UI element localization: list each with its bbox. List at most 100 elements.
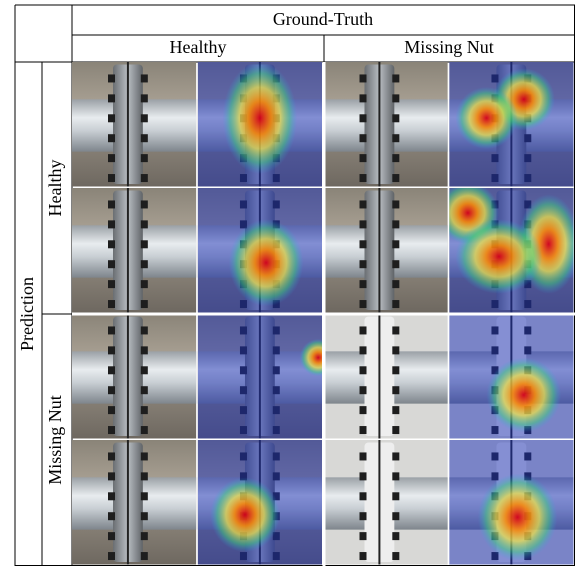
image [437,182,575,313]
nut [108,240,115,248]
heatmap-blob [229,219,304,306]
nut [141,220,148,228]
nut [141,366,148,374]
nut [141,492,148,500]
image-cell [324,188,448,313]
nut [108,114,115,122]
nut [108,366,115,374]
nut [108,280,115,288]
nut [360,472,367,480]
nut [392,326,399,334]
nut [141,114,148,122]
nut [108,426,115,434]
nut [108,552,115,560]
image-cell [198,314,337,439]
nut [141,174,148,182]
nut [392,552,399,560]
nut [141,300,148,308]
column-label: Healthy [170,37,227,57]
image [198,440,322,565]
nut [108,472,115,480]
nut [141,472,148,480]
nut [108,74,115,82]
nut [360,260,367,268]
nut [392,426,399,434]
nut [108,154,115,162]
nut [360,280,367,288]
nut [392,94,399,102]
nut [360,154,367,162]
nut [392,280,399,288]
nut [360,174,367,182]
side-title: Prediction [17,277,37,351]
nut [141,346,148,354]
nut [108,220,115,228]
nut [360,134,367,142]
nut [141,154,148,162]
heatmap-blob [478,474,558,561]
image-cell [72,62,196,187]
column-label: Missing Nut [404,37,494,57]
nut [141,326,148,334]
image-cell [198,440,322,565]
nut [360,240,367,248]
image-cell [449,440,573,565]
image-cell [437,182,575,313]
nut [360,94,367,102]
image [449,440,573,565]
image [198,188,322,313]
image-cell [449,314,573,439]
nut [141,200,148,208]
nut [141,94,148,102]
heatmap-blob [487,358,562,433]
image [72,314,196,439]
nut [141,452,148,460]
nut [392,532,399,540]
nut [392,174,399,182]
nut [108,174,115,182]
nut [360,452,367,460]
nut [360,532,367,540]
image-cell [72,314,196,439]
nut [392,134,399,142]
nut [392,200,399,208]
nut [392,260,399,268]
nut [108,532,115,540]
nut [141,260,148,268]
nut [108,512,115,520]
nut [360,426,367,434]
nut [108,300,115,308]
nut [360,552,367,560]
heatmap-blob [223,62,298,174]
image-cell [324,314,448,439]
image [324,62,448,187]
nut [141,280,148,288]
nut [360,492,367,500]
nut [108,492,115,500]
nut [141,134,148,142]
nut [141,426,148,434]
nut [392,74,399,82]
image [324,314,448,439]
nut [141,532,148,540]
nut [108,260,115,268]
image-cell [198,188,322,313]
row-label: Healthy [45,160,65,217]
nut [392,366,399,374]
nut [360,512,367,520]
nut [108,406,115,414]
image-cell [324,440,448,565]
nut [392,386,399,394]
image-cell [72,440,196,565]
nut [360,406,367,414]
nut [392,114,399,122]
nut [392,406,399,414]
nut [141,240,148,248]
image [72,440,196,565]
nut [141,74,148,82]
image-cell [198,62,322,187]
nut [108,452,115,460]
heatmap-base [198,314,322,439]
figure: Ground-Truth Healthy Missing Nut Predict… [0,0,575,566]
image [324,188,448,313]
